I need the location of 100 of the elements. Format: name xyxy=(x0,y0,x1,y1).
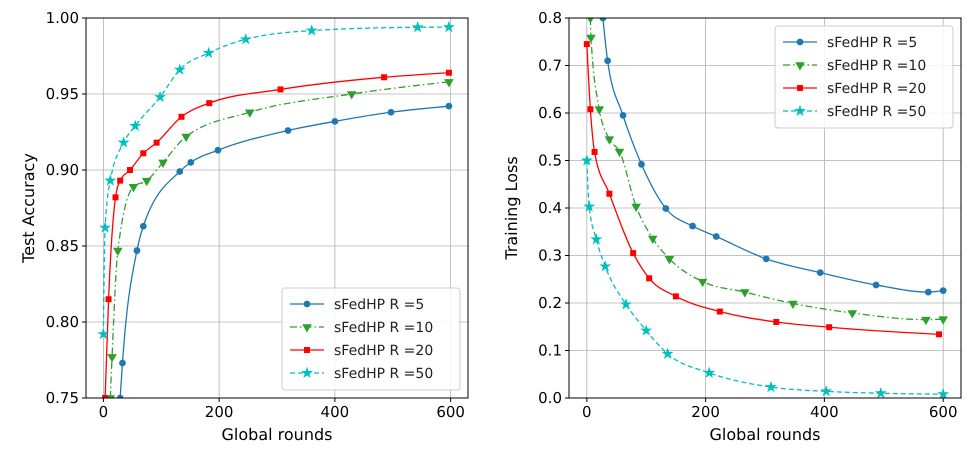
x-axis-title: Global rounds xyxy=(710,425,820,444)
y-tick-label: 0.90 xyxy=(46,161,79,179)
point xyxy=(584,41,590,48)
point xyxy=(442,20,455,32)
x-tick-label: 0 xyxy=(582,403,592,421)
point xyxy=(592,148,598,155)
y-tick-label: 0.4 xyxy=(538,199,562,217)
point xyxy=(630,250,636,256)
point xyxy=(174,63,186,75)
point xyxy=(140,150,146,156)
point xyxy=(99,221,112,233)
point xyxy=(936,331,942,338)
point xyxy=(773,319,780,325)
legend-label: sFedHP R =20 xyxy=(827,81,926,97)
point xyxy=(126,167,133,173)
point xyxy=(604,57,611,64)
point xyxy=(176,168,184,175)
point xyxy=(129,120,142,132)
point xyxy=(202,46,215,58)
point xyxy=(142,178,152,186)
y-tick-label: 0.3 xyxy=(538,246,562,264)
point xyxy=(118,136,130,148)
point xyxy=(187,159,194,166)
y-tick-label: 0.6 xyxy=(538,104,562,122)
point xyxy=(244,109,255,118)
point xyxy=(924,288,932,296)
point xyxy=(648,236,658,244)
legend-label: sFedHP R =20 xyxy=(334,343,434,359)
point xyxy=(594,106,604,115)
point xyxy=(444,79,454,88)
point xyxy=(640,324,652,336)
point xyxy=(134,247,140,254)
point xyxy=(206,100,212,106)
point xyxy=(446,102,452,110)
point xyxy=(716,308,723,315)
y-tick-label: 0.5 xyxy=(538,152,562,170)
point xyxy=(117,178,124,184)
x-tick-label: 0 xyxy=(98,403,108,421)
y-tick-label: 0.85 xyxy=(46,237,79,255)
point xyxy=(412,20,424,32)
point xyxy=(762,255,770,262)
point xyxy=(590,233,602,244)
point xyxy=(154,90,166,102)
point xyxy=(764,380,777,392)
point xyxy=(277,86,284,92)
point xyxy=(672,293,679,300)
x-axis-title: Global rounds xyxy=(222,425,332,444)
y-tick-label: 0.2 xyxy=(538,294,562,312)
point xyxy=(606,190,612,197)
point xyxy=(872,282,880,288)
point xyxy=(97,328,110,340)
y-tick-label: 0.95 xyxy=(46,85,79,103)
point xyxy=(240,32,252,44)
y-axis-title: Training Loss xyxy=(502,156,521,261)
y-tick-label: 0.0 xyxy=(538,389,562,407)
point xyxy=(638,160,645,168)
point xyxy=(583,200,596,212)
legend-label: sFedHP R =10 xyxy=(334,320,434,336)
point xyxy=(664,256,674,264)
point xyxy=(346,91,356,100)
point xyxy=(662,347,674,359)
point xyxy=(712,233,720,240)
point xyxy=(178,114,184,120)
point xyxy=(140,222,147,230)
point xyxy=(331,118,338,125)
legend-label: sFedHP R =50 xyxy=(334,366,434,382)
point xyxy=(284,127,292,134)
point xyxy=(614,148,624,158)
point xyxy=(158,160,168,168)
point xyxy=(620,112,626,119)
legend-label: sFedHP R =10 xyxy=(827,58,926,74)
y-tick-label: 1.00 xyxy=(46,9,79,27)
point xyxy=(388,108,394,116)
point xyxy=(119,360,126,366)
x-tick-label: 600 xyxy=(436,403,465,421)
x-tick-label: 200 xyxy=(691,403,720,421)
point xyxy=(181,134,191,142)
point xyxy=(816,269,824,276)
point xyxy=(826,324,832,330)
x-tick-label: 600 xyxy=(928,403,958,421)
point xyxy=(446,70,452,76)
point xyxy=(689,222,696,230)
y-tick-label: 0.1 xyxy=(538,342,562,360)
point xyxy=(106,296,112,302)
point xyxy=(703,366,716,378)
point xyxy=(940,287,947,294)
point xyxy=(698,278,708,288)
x-tick-label: 400 xyxy=(810,403,839,421)
point xyxy=(631,204,641,212)
y-tick-label: 0.8 xyxy=(538,9,562,27)
point xyxy=(587,106,594,112)
point xyxy=(214,146,222,154)
legend-label: sFedHP R =5 xyxy=(827,35,918,51)
y-tick-label: 0.7 xyxy=(538,56,562,74)
point xyxy=(306,24,318,36)
point xyxy=(662,205,670,212)
point xyxy=(599,260,612,272)
y-axis-title: Test Accuracy xyxy=(19,153,38,264)
point xyxy=(646,275,652,282)
point xyxy=(154,140,160,146)
